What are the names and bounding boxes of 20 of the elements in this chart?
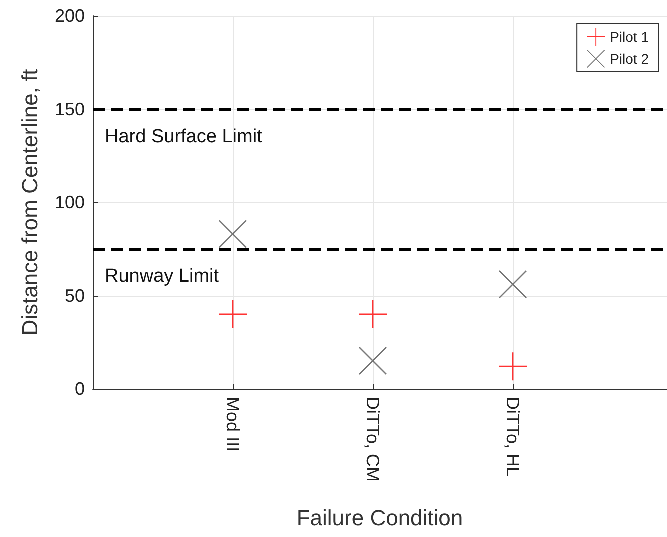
x-tick-label: Mod III bbox=[223, 397, 243, 452]
y-tick-label: 100 bbox=[54, 192, 85, 212]
y-tick-label: 150 bbox=[54, 99, 85, 120]
point bbox=[219, 220, 247, 248]
point bbox=[499, 270, 527, 299]
x-tick-label: DiTTo, HL bbox=[503, 397, 523, 478]
legend-label: Pilot 2 bbox=[610, 51, 650, 67]
y-axis-title: Distance from Centerline, ft bbox=[18, 69, 42, 336]
point bbox=[219, 300, 247, 328]
point bbox=[499, 352, 527, 381]
point bbox=[359, 300, 387, 328]
x-axis-title: Failure Condition bbox=[296, 506, 464, 530]
x-tick-label: DiTTo, CM bbox=[363, 397, 383, 482]
y-tick-label: 200 bbox=[54, 6, 85, 26]
y-tick-label: 50 bbox=[64, 286, 85, 306]
point bbox=[359, 347, 387, 376]
ref-line-label: Hard Surface Limit bbox=[105, 126, 264, 148]
y-tick-label: 0 bbox=[74, 379, 85, 399]
ref-line-label: Runway Limit bbox=[105, 266, 220, 288]
legend-label: Pilot 1 bbox=[610, 29, 650, 45]
